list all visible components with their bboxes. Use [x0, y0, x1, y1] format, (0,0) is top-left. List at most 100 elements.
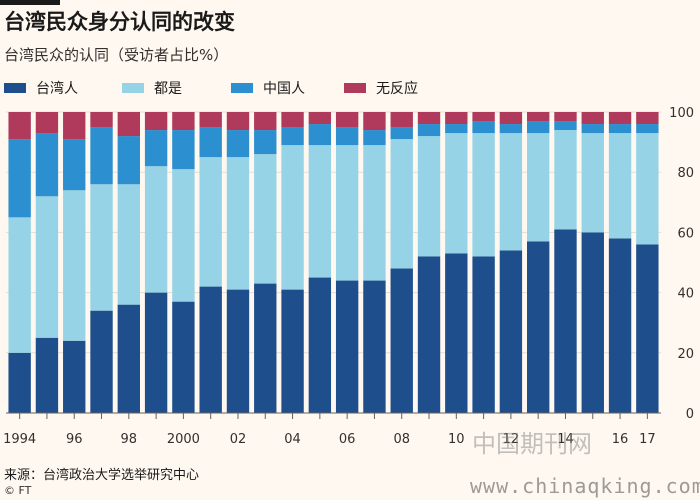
- bar-segment-no-response: [35, 112, 59, 134]
- bar-segment-no-response: [63, 112, 86, 140]
- bar-segment-taiwanese: [554, 229, 577, 413]
- bar-segment-chinese: [417, 124, 441, 137]
- bar-segment-chinese: [445, 124, 468, 134]
- bar-segment-taiwanese: [636, 244, 659, 413]
- bar-segment-both: [281, 145, 304, 290]
- bar-segment-chinese: [199, 127, 222, 158]
- x-tick-label: 06: [339, 432, 356, 447]
- x-tick-label: 1994: [3, 432, 36, 447]
- bar-segment-no-response: [281, 112, 304, 128]
- bar-segment-chinese: [581, 124, 604, 134]
- bar-segment-taiwanese: [172, 301, 195, 413]
- bar-segment-taiwanese: [581, 232, 604, 413]
- bar-segment-chinese: [35, 133, 59, 197]
- bar-segment-taiwanese: [35, 337, 59, 413]
- legend-label-taiwanese: 台湾人: [36, 81, 78, 97]
- title-accent-bar: [0, 0, 60, 5]
- bar-segment-chinese: [90, 127, 113, 185]
- legend-swatch-taiwanese: [4, 83, 26, 93]
- bar-segment-taiwanese: [417, 256, 441, 413]
- bar-segment-chinese: [363, 130, 386, 146]
- bar-segment-both: [117, 184, 141, 305]
- bar-segment-no-response: [226, 112, 250, 131]
- bar-segment-both: [363, 145, 386, 281]
- bar-segment-taiwanese: [281, 289, 304, 413]
- bar-segment-both: [636, 133, 659, 245]
- legend-label-both: 都是: [154, 81, 182, 97]
- watermark-url: www.chinaqking.com: [470, 474, 700, 498]
- legend-label-chinese: 中国人: [263, 81, 305, 97]
- bar-segment-chinese: [8, 139, 31, 218]
- bar-segment-both: [335, 145, 359, 281]
- bar-segment-both: [144, 166, 168, 293]
- bar-segment-chinese: [554, 121, 577, 131]
- x-tick-label: 14: [557, 432, 574, 447]
- bar-segment-taiwanese: [254, 283, 277, 413]
- bar-segment-chinese: [172, 130, 195, 170]
- bar-segment-no-response: [335, 112, 359, 128]
- legend-item-both: 都是: [122, 78, 182, 98]
- legend: 台湾人 都是 中国人 无反应: [4, 78, 504, 98]
- bar-segment-no-response: [608, 112, 632, 125]
- bar-segment-both: [472, 133, 495, 257]
- bar-segment-chinese: [390, 127, 413, 140]
- bar-segment-no-response: [363, 112, 386, 131]
- bar-segment-taiwanese: [445, 253, 468, 413]
- chart-title: 台湾民众身分认同的改变: [4, 10, 235, 34]
- bar-segment-both: [308, 145, 332, 278]
- x-tick-label: 04: [284, 432, 301, 447]
- bar-segment-chinese: [281, 127, 304, 146]
- bar-segment-both: [90, 184, 113, 311]
- bar-segment-chinese: [472, 121, 495, 134]
- bar-segment-chinese: [226, 130, 250, 158]
- legend-item-chinese: 中国人: [231, 78, 305, 98]
- x-tick-label: 2000: [167, 432, 200, 447]
- y-tick-label: 20: [677, 347, 694, 362]
- bar-segment-no-response: [8, 112, 31, 140]
- bar-segment-taiwanese: [199, 286, 222, 413]
- bar-segment-chinese: [608, 124, 632, 134]
- bar-segment-no-response: [581, 112, 604, 125]
- bar-segment-taiwanese: [117, 304, 141, 413]
- x-tick-label: 17: [639, 432, 656, 447]
- bar-segment-taiwanese: [499, 250, 523, 413]
- chart-subtitle: 台湾民众的认同（受访者占比%）: [4, 46, 229, 64]
- x-tick-label: 10: [448, 432, 465, 447]
- bar-segment-chinese: [335, 127, 359, 146]
- bar-segment-chinese: [526, 121, 550, 134]
- bar-segment-both: [554, 130, 577, 230]
- bar-segment-both: [63, 190, 86, 341]
- bar-segment-taiwanese: [90, 310, 113, 413]
- x-tick-label: 02: [230, 432, 247, 447]
- x-tick-label: 08: [393, 432, 410, 447]
- bar-segment-chinese: [63, 139, 86, 191]
- bar-segment-both: [581, 133, 604, 233]
- legend-swatch-chinese: [231, 83, 253, 93]
- bar-segment-no-response: [472, 112, 495, 122]
- bar-segment-both: [172, 169, 195, 302]
- bar-segment-both: [417, 136, 441, 257]
- bar-segment-no-response: [526, 112, 550, 122]
- y-tick-label: 80: [677, 166, 694, 181]
- bar-segment-taiwanese: [335, 280, 359, 413]
- bar-segment-both: [445, 133, 468, 254]
- stacked-bar-chart: 0 20 40 60 80 100 1994 96 98 2000 02 04 06 08 10 12 14 16…: [3, 106, 694, 447]
- x-tick-label: 16: [612, 432, 629, 447]
- bar-segment-chinese: [308, 124, 332, 146]
- bar-segment-no-response: [254, 112, 277, 131]
- bar-segment-taiwanese: [8, 352, 31, 413]
- ft-credit: © FT: [4, 484, 32, 497]
- bar-segment-no-response: [417, 112, 441, 125]
- legend-swatch-no-response: [344, 83, 366, 93]
- bar-segment-both: [390, 139, 413, 269]
- bar-segment-chinese: [499, 124, 523, 134]
- bar-segment-no-response: [144, 112, 168, 131]
- bar-segment-taiwanese: [608, 238, 632, 413]
- bar-segment-chinese: [636, 124, 659, 134]
- bar-segment-no-response: [117, 112, 141, 137]
- bar-segment-both: [226, 157, 250, 290]
- bar-segment-both: [526, 133, 550, 242]
- bar-segment-no-response: [390, 112, 413, 128]
- bar-segment-taiwanese: [363, 280, 386, 413]
- bar-segment-both: [499, 133, 523, 251]
